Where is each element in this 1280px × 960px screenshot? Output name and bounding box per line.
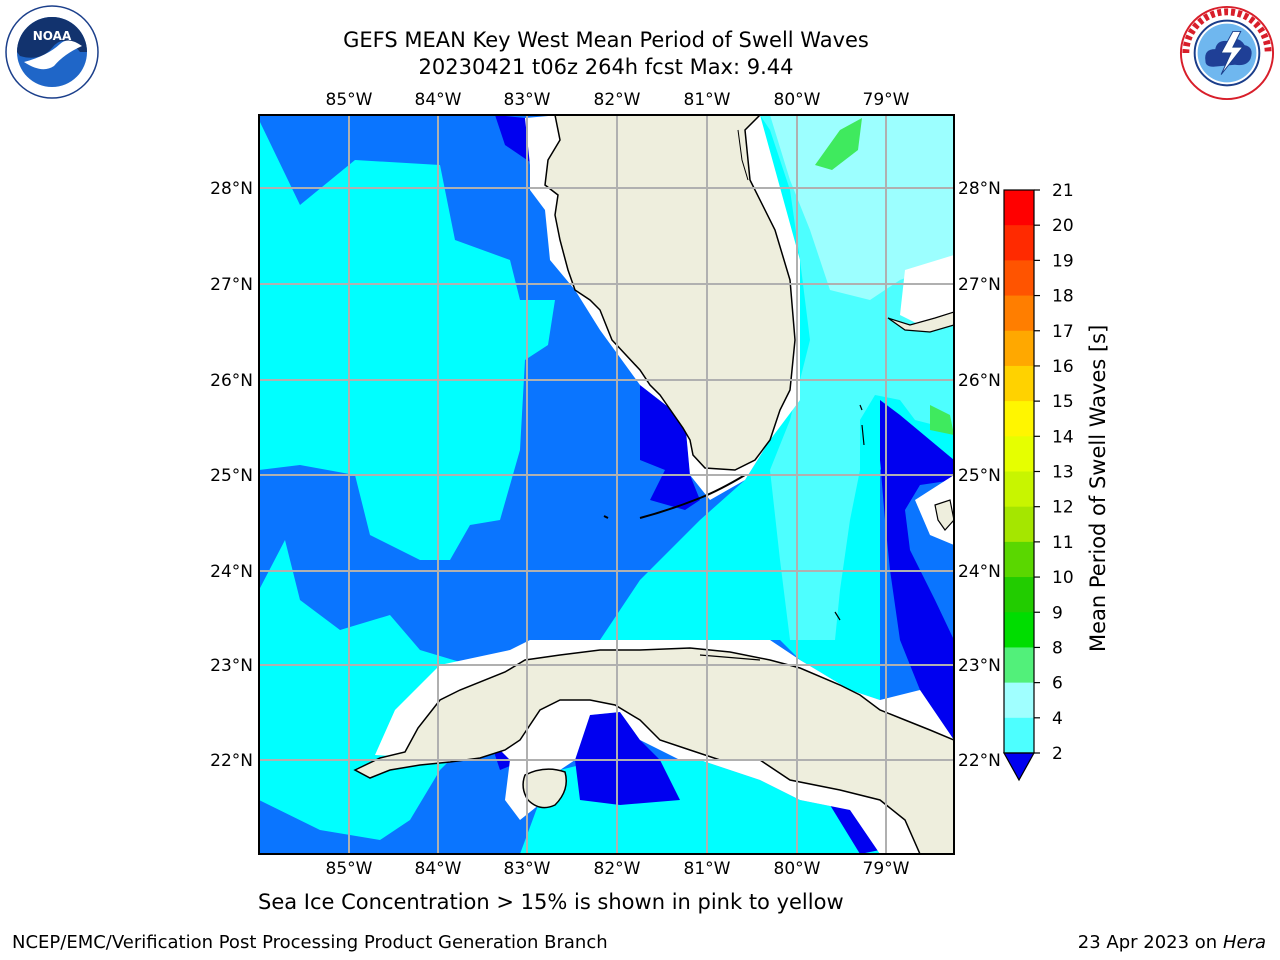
colorbar-segment <box>1004 330 1034 367</box>
colorbar-tick-label: 14 <box>1052 427 1074 447</box>
water-9-10s-a <box>815 118 862 170</box>
lat-label-right: 22°N <box>958 751 1001 771</box>
lat-label-left: 26°N <box>210 371 253 391</box>
colorbar-tick-label: 11 <box>1052 533 1074 553</box>
lat-label-left: 25°N <box>210 466 253 486</box>
chart-subtitle: 20230421 t06z 264h fcst Max: 9.44 <box>418 55 794 79</box>
colorbar-segment <box>1004 401 1034 437</box>
water-4-6s-southwest <box>259 540 520 840</box>
colorbar-underflow <box>1002 752 1036 782</box>
colorbar-segment <box>1004 612 1034 648</box>
lat-label-left: 22°N <box>210 751 253 771</box>
generated-date: 23 Apr 2023 on Hera <box>1078 932 1266 953</box>
grand-bahama <box>887 311 954 333</box>
lat-label-left: 24°N <box>210 562 253 582</box>
noaa-logo-text: NOAA <box>33 29 72 43</box>
colorbar-tick-label: 4 <box>1052 709 1063 729</box>
lon-label-bottom: 84°W <box>415 859 462 879</box>
colorbar-segment <box>1004 682 1034 719</box>
water-8-9s <box>770 115 954 300</box>
small-cays <box>699 404 865 661</box>
colorbar-segment <box>1004 365 1034 402</box>
florida-inlet <box>737 129 749 181</box>
colorbar-tick-label: 10 <box>1052 568 1074 588</box>
lon-label-bottom: 85°W <box>326 859 373 879</box>
lon-label-top: 80°W <box>774 90 821 110</box>
colorbar-tick-label: 8 <box>1052 638 1063 658</box>
florida-land <box>544 115 796 471</box>
lat-label-right: 24°N <box>958 562 1001 582</box>
water-0-2s-keys <box>640 385 700 510</box>
lon-label-bottom: 80°W <box>774 859 821 879</box>
producer-credit: NCEP/EMC/Verification Post Processing Pr… <box>12 932 608 953</box>
andros-island <box>934 499 954 531</box>
colorbar-tick-label: 17 <box>1052 322 1074 342</box>
colorbar-segment <box>1004 647 1034 684</box>
dry-tortugas <box>603 515 609 519</box>
colorbar-segment <box>1004 295 1034 332</box>
lat-label-left: 28°N <box>210 179 253 199</box>
colorbar-segment <box>1004 541 1034 578</box>
nodata-bahamas <box>900 255 954 330</box>
lon-label-top: 79°W <box>863 90 910 110</box>
colorbar-segment <box>1004 577 1034 613</box>
water-0-2s-southeast <box>830 805 880 854</box>
colorbar-tick-label: 6 <box>1052 674 1063 694</box>
isle-of-youth <box>522 768 567 809</box>
generated-date-text: 23 Apr 2023 on <box>1077 932 1223 953</box>
water-9-10s-b <box>930 405 954 435</box>
colorbar-tick-label: 19 <box>1052 251 1074 271</box>
machine-name: Hera <box>1222 932 1266 953</box>
lon-label-top: 84°W <box>415 90 462 110</box>
colorbar-segment <box>1004 190 1034 226</box>
lon-label-top: 83°W <box>504 90 551 110</box>
colorbar-tick-label: 16 <box>1052 357 1074 377</box>
chart-title: GEFS MEAN Key West Mean Period of Swell … <box>343 28 869 52</box>
water-0-2s-cuba-south <box>575 712 680 805</box>
florida-keys <box>639 474 746 519</box>
lon-label-bottom: 79°W <box>863 859 910 879</box>
lat-label-right: 26°N <box>958 371 1001 391</box>
lat-label-right: 27°N <box>958 275 1001 295</box>
lon-label-top: 85°W <box>326 90 373 110</box>
colorbar-segment <box>1004 717 1034 754</box>
colorbar-tick-label: 20 <box>1052 216 1074 236</box>
lat-label-right: 28°N <box>958 179 1001 199</box>
lon-label-top: 81°W <box>684 90 731 110</box>
colorbar-segment <box>1004 260 1034 297</box>
water-4-6s-gulf <box>259 120 555 560</box>
colorbar: 21 20 19 18 17 16 15 14 13 12 11 10 9 8 6 4 2 <box>1002 181 1074 782</box>
lon-label-bottom: 81°W <box>684 859 731 879</box>
colorbar-segment <box>1004 436 1034 472</box>
colorbar-tick-label: 2 <box>1052 744 1063 764</box>
colorbar-segment <box>1004 225 1034 261</box>
colorbar-segment <box>1004 471 1034 508</box>
colorbar-tick-label: 18 <box>1052 287 1074 307</box>
noaa-logo-icon: NOAA <box>5 5 99 99</box>
colorbar-tick-label: 9 <box>1052 603 1063 623</box>
colorbar-tick-label: 12 <box>1052 498 1074 518</box>
nws-logo-icon <box>1179 5 1275 101</box>
colorbar-tick-label: 13 <box>1052 463 1074 483</box>
lon-label-bottom: 83°W <box>504 859 551 879</box>
colorbar-tick-label: 15 <box>1052 392 1074 412</box>
lat-label-right: 25°N <box>958 466 1001 486</box>
lon-label-bottom: 82°W <box>594 859 641 879</box>
cuba-land <box>353 647 954 854</box>
colorbar-label: Mean Period of Swell Waves [s] <box>1086 324 1110 652</box>
lat-label-left: 23°N <box>210 656 253 676</box>
colorbar-tick-label: 21 <box>1052 181 1074 201</box>
sea-ice-note: Sea Ice Concentration > 15% is shown in … <box>258 890 844 914</box>
colorbar-segment <box>1004 506 1034 543</box>
lon-label-top: 82°W <box>594 90 641 110</box>
lat-label-left: 27°N <box>210 275 253 295</box>
lat-label-right: 23°N <box>958 656 1001 676</box>
